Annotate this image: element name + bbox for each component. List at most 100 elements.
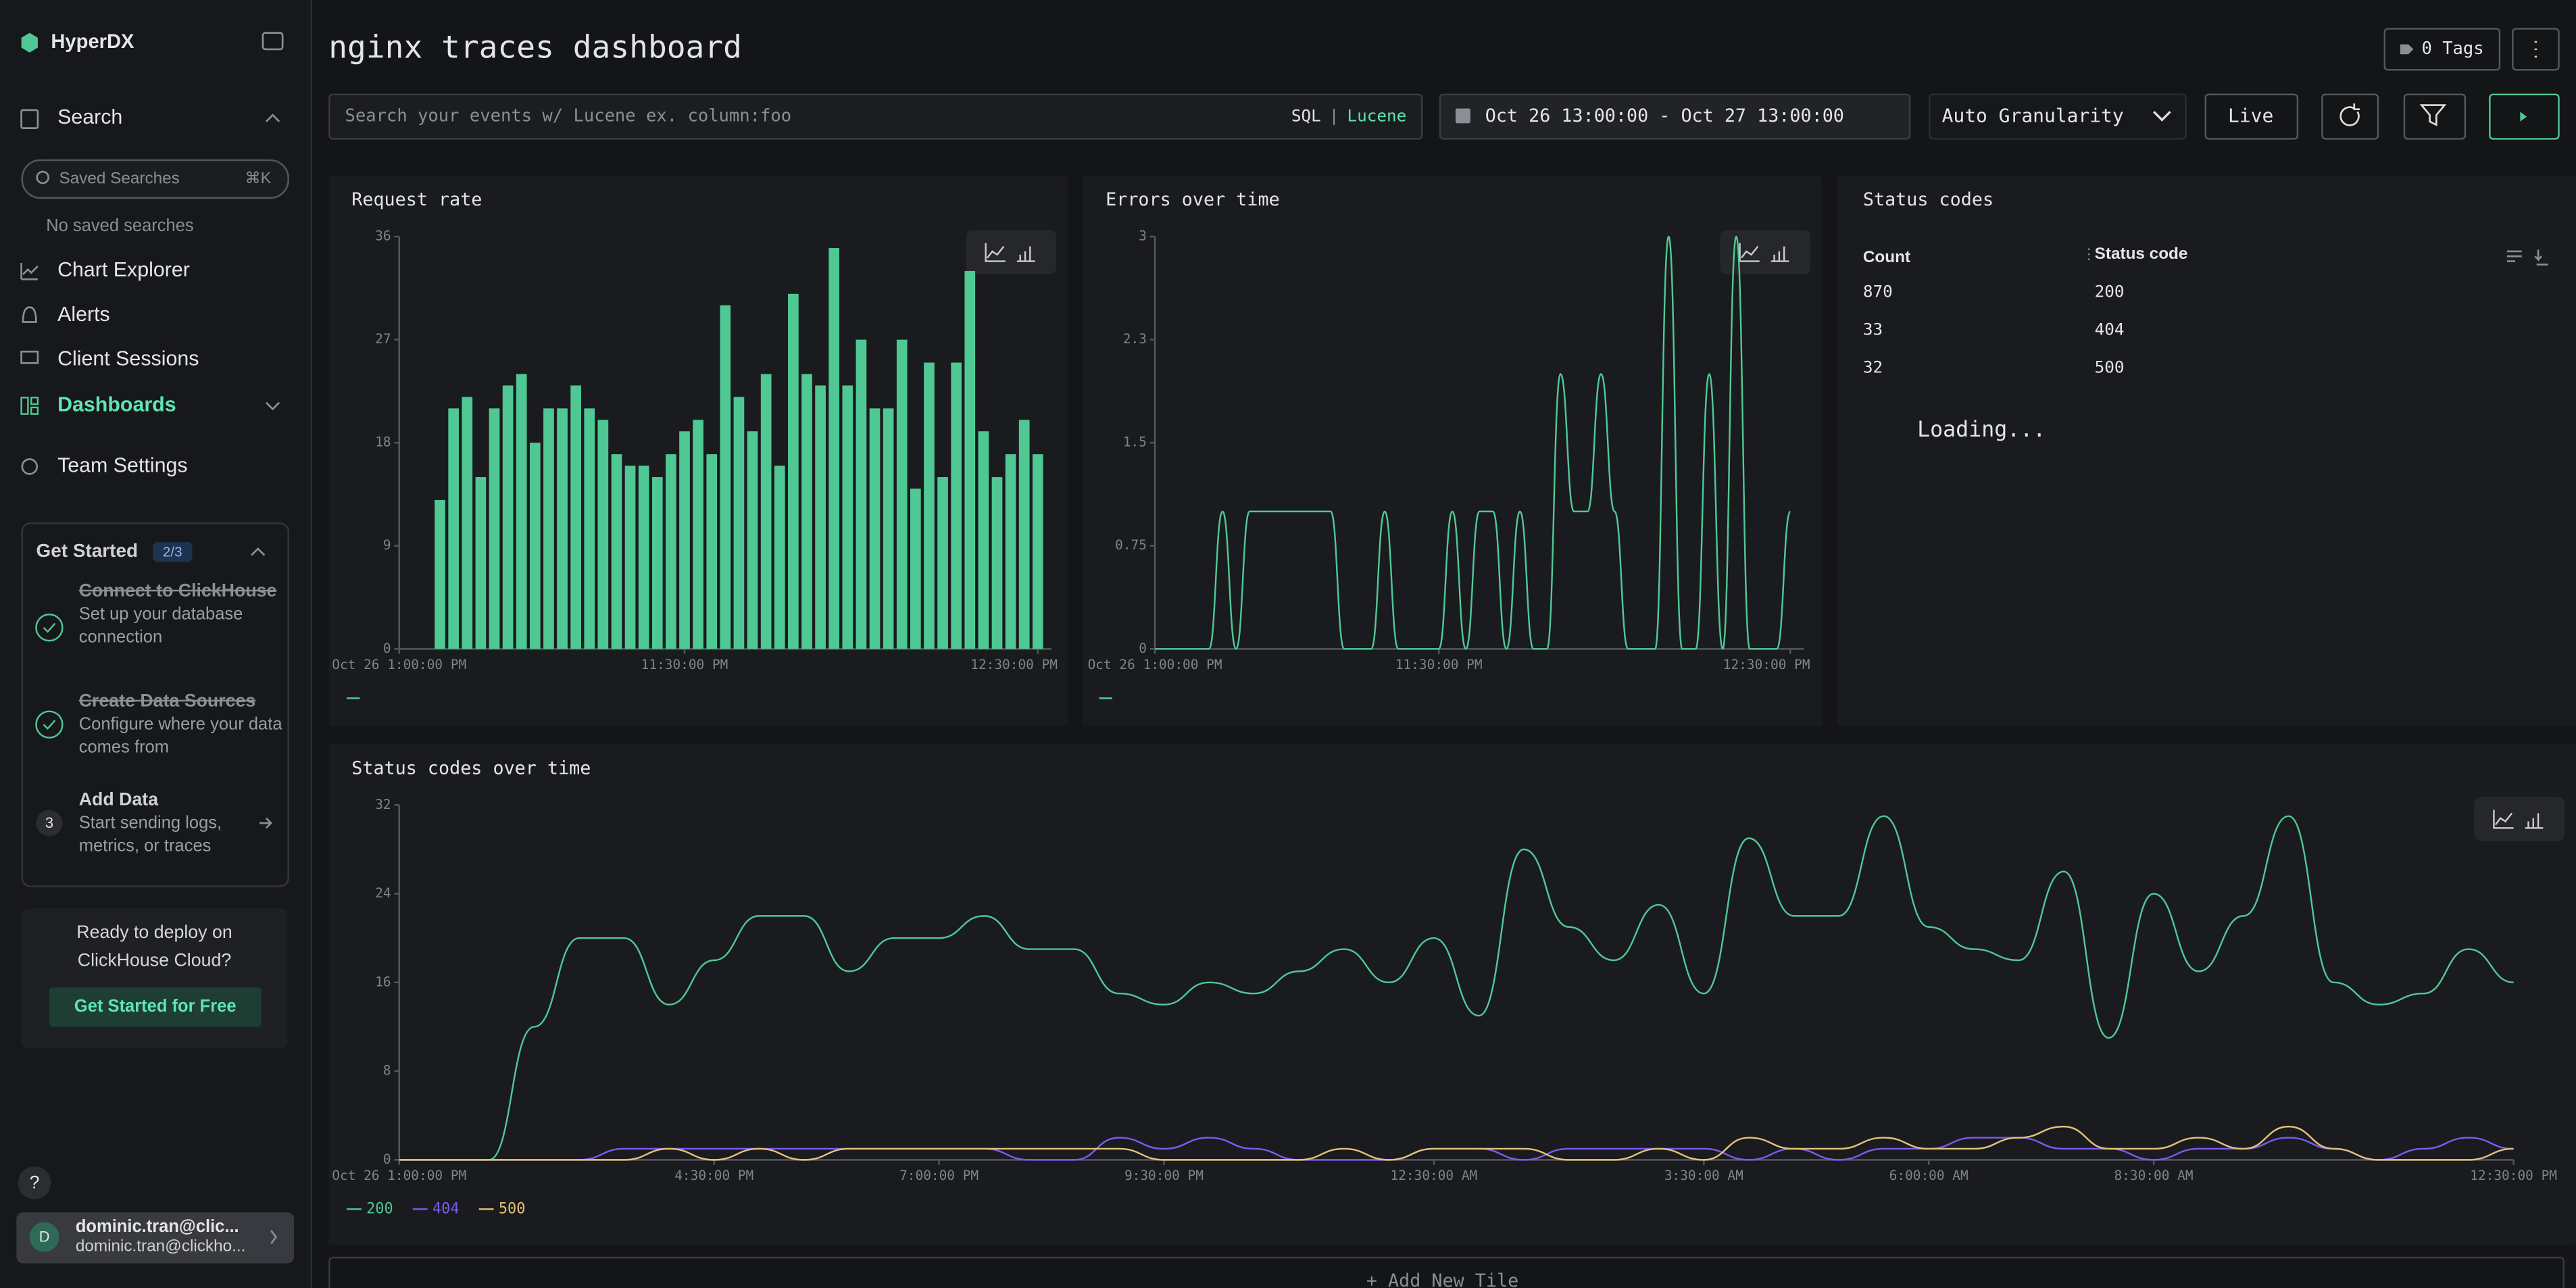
legend-label: 200 [366,1200,393,1217]
y-tick-label: 3 [1139,228,1147,244]
y-tick-label: 32 [375,797,391,812]
search-placeholder: Search your events w/ Lucene ex. column:… [345,106,792,126]
column-header[interactable]: Status code [2095,245,2188,263]
bar [979,431,989,649]
step: Connect to ClickHouseSet up your databas… [79,580,280,678]
step-description: Configure where your data comes from [79,713,282,759]
bar [598,420,609,649]
bar [842,385,853,649]
nav-search[interactable]: Search [57,105,122,128]
avatar-initial: D [39,1229,50,1245]
deploy-text-box: Ready to deploy on ClickHouse Cloud? [33,920,276,979]
y-tick-label: 8 [383,1063,391,1079]
nav-item[interactable]: Chart Explorer [57,258,190,281]
table-cell: 500 [2095,357,2125,377]
bar [435,500,445,649]
x-tick-label: 12:30:00 PM [1723,657,1810,672]
bar [557,408,568,649]
tile-title: Status codes over time [351,758,591,778]
y-tick-label: 16 [375,974,391,989]
bar [964,271,975,649]
step-description: Start sending logs, metrics, or traces [79,812,259,858]
calendar-icon [1456,108,1470,123]
step-title: Add Data [79,789,259,812]
step-title: Connect to ClickHouse [79,580,280,603]
loading: Loading... [1917,418,2046,442]
bar [788,294,799,649]
bar [1006,454,1016,649]
bar [530,443,541,649]
dashboard-title[interactable]: nginx traces dashboard [328,28,742,65]
y-tick-label: 27 [375,331,391,347]
bar [1019,420,1030,649]
step-title: Create Data Sources [79,690,282,713]
x-tick-label: 12:30:00 PM [2470,1168,2557,1183]
lucene-toggle[interactable]: Lucene [1347,106,1407,126]
bar [584,408,595,649]
x-tick-label: 11:30:00 PM [1395,657,1483,672]
step-number: 3 [45,814,53,831]
x-tick-label: 8:30:00 AM [2114,1168,2194,1183]
saved-search-placeholder: Saved Searches [59,169,180,187]
live-label[interactable]: Live [2228,105,2273,127]
x-tick-label: 12:30:00 AM [1391,1168,1478,1183]
table-cell: 32 [1863,357,1883,377]
x-tick-label: 6:00:00 AM [1889,1168,1968,1183]
bar [503,385,514,649]
bar [747,431,758,649]
step: Create Data SourcesConfigure where your … [79,690,282,764]
bar [570,385,581,649]
column-header[interactable]: Count [1863,248,1910,266]
bar [679,431,690,649]
tags-label[interactable]: 0 Tags [2421,39,2483,59]
y-tick-label: 0 [383,641,391,656]
table-cell: 33 [1863,320,1883,339]
x-tick-label: 3:30:00 AM [1664,1168,1743,1183]
step-description: Set up your database connection [79,603,280,649]
date-range[interactable]: Oct 26 13:00:00 - Oct 27 13:00:00 [1485,105,1844,126]
separator: | [1329,106,1339,126]
no-saved: No saved searches [46,216,193,235]
user-email: dominic.tran@clickho... [76,1237,246,1256]
bar [992,477,1003,649]
bar [897,340,908,649]
bar [625,466,636,649]
chart-type-toggle[interactable] [966,230,1057,274]
deploy-text: Ready to deploy on ClickHouse Cloud? [33,920,276,976]
bar [761,374,772,649]
chart-type-toggle[interactable] [2474,797,2565,841]
bar [815,385,826,649]
y-tick-label: 1.5 [1123,435,1147,450]
y-tick-label: 0.75 [1115,537,1147,553]
y-tick-label: 0 [383,1151,391,1167]
progress: 2/3 [163,545,182,560]
bar [951,363,962,649]
bar [543,408,554,649]
help-label[interactable]: ? [30,1172,40,1193]
bar [652,477,663,649]
bar [924,363,935,649]
bar [910,489,921,649]
x-tick-label: 9:30:00 PM [1124,1168,1204,1183]
shortcut: ⌘K [245,169,272,187]
nav-item[interactable]: Client Sessions [57,347,199,370]
y-tick-label: 24 [375,885,391,901]
nav-item[interactable]: Alerts [57,303,110,326]
bar [612,454,622,649]
add-tile-label[interactable]: + Add New Tile [1366,1270,1518,1288]
sql-toggle[interactable]: SQL [1291,106,1321,126]
user-name: dominic.tran@clic... [76,1217,239,1236]
nav-item[interactable]: Team Settings [57,453,187,476]
step: Add DataStart sending logs, metrics, or … [79,789,259,862]
tile-title: Request rate [351,189,482,210]
x-tick-label: 7:00:00 PM [899,1168,979,1183]
bar [448,408,459,649]
deploy-button-label[interactable]: Get Started for Free [74,997,237,1016]
x-tick-label: 12:30:00 PM [970,657,1058,672]
bar [476,477,487,649]
granularity[interactable]: Auto Granularity [1942,105,2124,127]
nav-item-active[interactable]: Dashboards [57,393,176,416]
table-cell: 870 [1863,282,1893,301]
x-tick-label: 4:30:00 PM [674,1168,753,1183]
